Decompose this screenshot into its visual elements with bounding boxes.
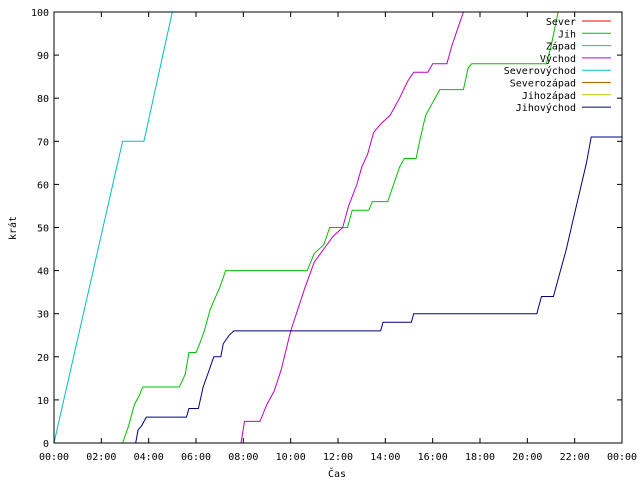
- legend: SeverJihZápadVýchodSeverovýchodSeverozáp…: [504, 17, 611, 114]
- legend-label: Severovýchod: [504, 65, 576, 77]
- y-tick-label: 80: [37, 94, 49, 105]
- series-layer: [53, 11, 622, 444]
- series-line: [240, 11, 464, 444]
- y-tick-label: 90: [37, 51, 49, 62]
- legend-label: Východ: [540, 53, 576, 65]
- x-tick-label: 08:00: [228, 452, 258, 463]
- x-tick-label: 16:00: [418, 452, 448, 463]
- x-tick-label: 12:00: [323, 452, 353, 463]
- legend-label: Jih: [558, 29, 576, 40]
- x-tick-label: 18:00: [465, 452, 495, 463]
- series-line: [122, 11, 559, 444]
- x-tick-label: 06:00: [181, 452, 211, 463]
- series-line: [135, 136, 622, 444]
- x-tick-label: 14:00: [370, 452, 400, 463]
- x-tick-label: 00:00: [607, 452, 637, 463]
- y-tick-label: 30: [37, 310, 49, 321]
- x-axis-label: Čas: [328, 467, 346, 480]
- y-tick-label: 100: [31, 8, 49, 19]
- series-line: [53, 11, 173, 444]
- x-tick-label: 10:00: [276, 452, 306, 463]
- y-tick-label: 20: [37, 353, 49, 364]
- legend-label: Sever: [546, 17, 576, 28]
- legend-label: Západ: [546, 41, 576, 53]
- legend-label: Jihovýchod: [516, 102, 576, 114]
- x-axis: 00:00 02:00 04:00 06:00 08:00 10:00 12:00 14:00…: [39, 12, 637, 463]
- y-tick-label: 50: [37, 224, 49, 235]
- y-tick-label: 0: [43, 439, 49, 450]
- x-tick-label: 00:00: [39, 452, 69, 463]
- legend-label: Jihozápad: [522, 90, 576, 102]
- y-tick-label: 10: [37, 396, 49, 407]
- x-tick-label: 02:00: [86, 452, 116, 463]
- y-axis-label: krát: [7, 216, 19, 240]
- x-tick-label: 22:00: [560, 452, 590, 463]
- y-tick-label: 70: [37, 137, 49, 148]
- x-tick-label: 04:00: [134, 452, 164, 463]
- y-tick-label: 40: [37, 267, 49, 278]
- y-axis: 0 10 20 30 40 50 60 70 80 90 100: [31, 8, 622, 450]
- y-tick-label: 60: [37, 180, 49, 191]
- legend-label: Severozápad: [510, 78, 576, 90]
- x-tick-label: 20:00: [512, 452, 542, 463]
